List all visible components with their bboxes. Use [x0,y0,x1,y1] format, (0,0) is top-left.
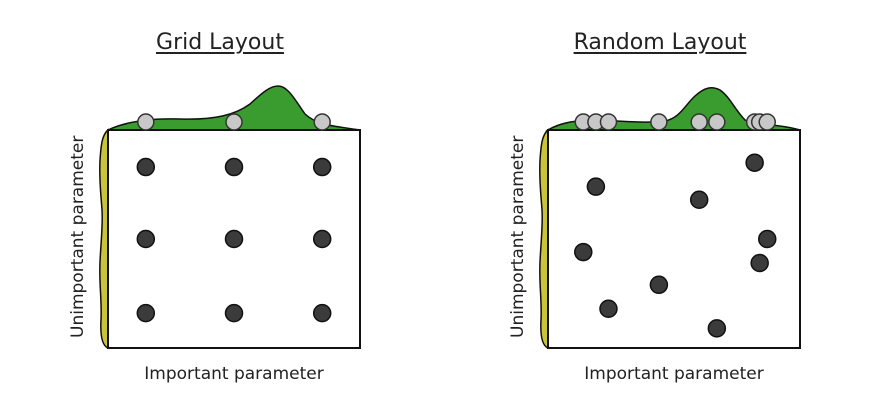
trial-point [689,190,709,210]
x-axis-label: Important parameter [144,364,324,384]
trial-point [707,319,727,338]
projected-sample-point [137,113,155,131]
trial-point [586,177,606,196]
important-distribution-curve [107,85,361,131]
projected-sample-point [650,113,668,131]
trial-point [312,157,332,177]
trial-point [750,253,769,273]
grid-layout-diagram [99,85,361,350]
trial-point [136,157,156,177]
panel-title: Grid Layout [156,30,284,55]
trial-point [757,229,777,249]
unimportant-distribution-curve [539,128,549,350]
trial-point [312,229,332,249]
panel-title: Random Layout [573,30,747,55]
trial-point [224,157,244,177]
trial-point [136,303,156,323]
projected-sample-point [225,113,243,131]
random-layout-panel: Random Layout Important parameter Unimpo… [440,0,880,408]
y-axis-label: Unimportant parameter [68,135,88,338]
trial-point [649,275,669,295]
trial-point [224,303,244,323]
projected-sample-point [690,113,708,131]
random-layout-diagram [539,87,801,350]
trial-point [574,242,593,262]
x-axis-label: Important parameter [584,364,764,384]
y-axis-label: Unimportant parameter [508,135,528,338]
trial-point [224,229,244,249]
projected-sample-point [708,113,726,131]
projected-sample-point [313,113,331,131]
unimportant-distribution-curve [99,128,109,350]
grid-layout-panel: Grid Layout Important parameter Unimport… [68,30,361,384]
trial-point [745,153,764,172]
trial-point [599,299,618,319]
projected-sample-point [599,113,618,131]
trial-point [312,303,332,323]
projected-sample-point [758,113,776,131]
trial-point [136,229,156,249]
